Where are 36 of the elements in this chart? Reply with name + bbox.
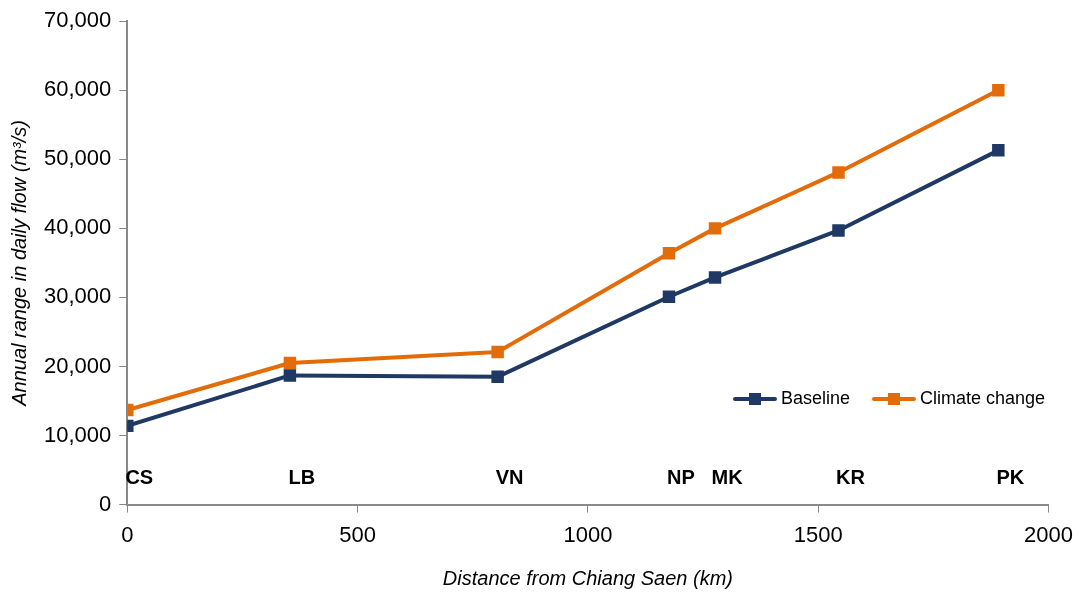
x-tick-label: 1500	[793, 521, 843, 547]
x-axis-title: Distance from Chiang Saen (km)	[442, 566, 733, 589]
annotation: KR	[836, 466, 866, 489]
y-tick-label: 70,000	[43, 7, 112, 33]
point	[283, 369, 297, 382]
point	[992, 84, 1005, 97]
y-tick-label: 10,000	[43, 421, 112, 447]
point	[832, 166, 845, 179]
annotation: NP	[667, 466, 695, 489]
annotation: VN	[495, 466, 524, 489]
point	[708, 222, 722, 235]
point	[283, 356, 297, 370]
y-tick-label: 50,000	[43, 145, 112, 171]
point	[491, 370, 504, 384]
point	[708, 271, 722, 284]
x-tick-label: 0	[121, 521, 134, 547]
y-tick-label: 0	[99, 490, 112, 516]
y-tick-label: 60,000	[43, 76, 112, 102]
annotation: CS	[125, 466, 154, 489]
legend-label: Baseline	[780, 388, 850, 409]
x-tick-label: 1000	[563, 521, 613, 547]
point	[832, 224, 845, 237]
y-tick-label: 40,000	[43, 214, 112, 240]
annotation: PK	[996, 466, 1025, 489]
annotation: MK	[711, 466, 744, 489]
x-tick-label: 2000	[1024, 521, 1074, 547]
annotation: LB	[288, 466, 316, 489]
point	[662, 290, 676, 303]
y-tick-label: 30,000	[43, 283, 112, 309]
x-tick-label: 500	[339, 521, 376, 547]
point	[491, 345, 504, 359]
y-tick-label: 20,000	[43, 352, 112, 378]
legend-label: Climate change	[919, 388, 1045, 409]
point	[662, 246, 676, 260]
y-axis-title: Annual range in daily flow (m³/s)	[7, 120, 30, 407]
point	[992, 144, 1005, 157]
